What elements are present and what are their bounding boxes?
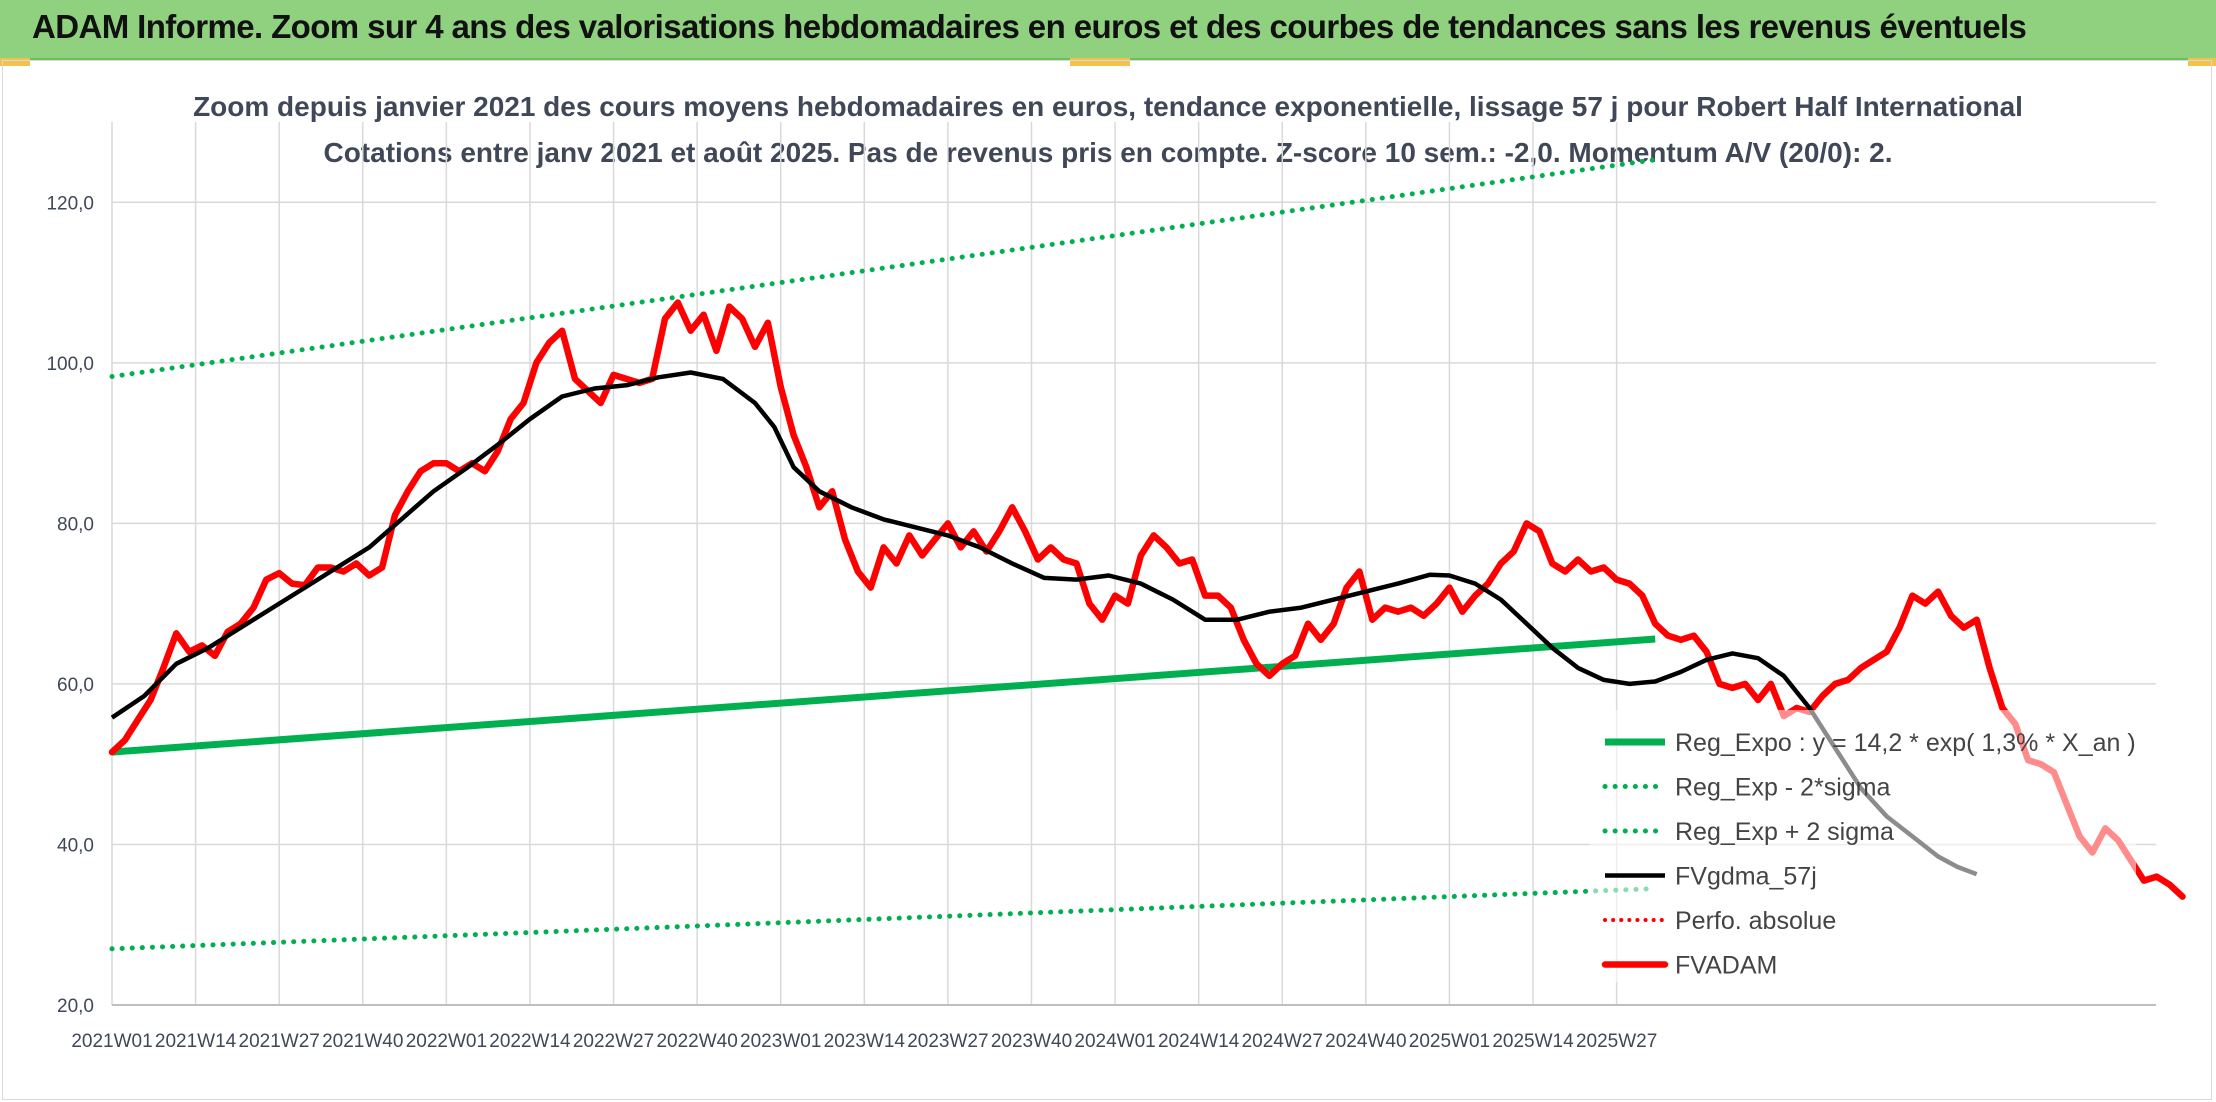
y-tick-label: 80,0 — [57, 514, 94, 535]
series-lines — [108, 157, 2186, 952]
x-tick-label: 2023W01 — [740, 1031, 821, 1052]
y-tick-label: 100,0 — [46, 354, 94, 375]
x-tick-label: 2025W01 — [1409, 1031, 1490, 1052]
legend-label: Reg_Exp - 2*sigma — [1675, 774, 1890, 802]
series-line-reg-exp-2-sigma — [109, 157, 1658, 379]
gridlines — [111, 122, 2156, 1006]
y-tick-label: 120,0 — [46, 193, 94, 214]
x-tick-label: 2023W40 — [991, 1031, 1072, 1052]
x-tick-label: 2024W14 — [1158, 1031, 1240, 1052]
x-tick-label: 2024W01 — [1074, 1031, 1155, 1052]
banner-corner-mark-center — [1070, 58, 1130, 66]
x-tick-label: 2025W27 — [1576, 1031, 1657, 1052]
legend-background — [1590, 710, 2136, 982]
x-tick-label: 2021W14 — [155, 1031, 237, 1052]
x-tick-label: 2025W14 — [1492, 1031, 1574, 1052]
chart-frame — [2, 60, 2212, 1100]
x-tick-label: 2022W14 — [489, 1031, 571, 1052]
legend-label: Reg_Expo : y = 14,2 * exp( 1,3% * X_an ) — [1675, 729, 2136, 757]
x-tick-label: 2022W27 — [573, 1031, 654, 1052]
x-tick-label: 2021W01 — [71, 1031, 152, 1052]
series-line-reg-expo-y-14-2-exp-1-3-x-an — [111, 635, 1656, 756]
x-tick-label: 2021W40 — [322, 1031, 403, 1052]
x-tick-label: 2022W40 — [656, 1031, 737, 1052]
x-tick-label: 2023W27 — [907, 1031, 988, 1052]
y-tick-label: 60,0 — [57, 675, 94, 696]
x-axis-ticks: 2021W01 2021W14 2021W27 2021W40 2022W01 2022W… — [71, 1031, 1657, 1052]
series-line-fvgdma-57j — [110, 370, 1978, 877]
legend-label: FVgdma_57j — [1675, 863, 1817, 891]
y-tick-label: 40,0 — [57, 835, 94, 856]
legend-label: FVADAM — [1675, 952, 1777, 980]
series-line-fvadam — [108, 299, 2186, 900]
legend-label: Perfo. absolue — [1675, 907, 1836, 935]
legend-label: Reg_Exp + 2 sigma — [1675, 818, 1894, 846]
chart-title-line-1: Zoom depuis janvier 2021 des cours moyen… — [193, 91, 2023, 122]
legend: Reg_Expo : y = 14,2 * exp( 1,3% * X_an )… — [1590, 710, 2136, 982]
title-banner: ADAM Informe. Zoom sur 4 ans des valoris… — [0, 0, 2216, 60]
chart-title-line-2: Cotations entre janv 2021 et août 2025. … — [323, 137, 1892, 168]
y-tick-label: 20,0 — [57, 996, 94, 1017]
x-tick-label: 2022W01 — [406, 1031, 487, 1052]
y-axis-ticks: 20,0 40,0 60,0 80,0 100,0 120,0 — [46, 193, 94, 1017]
banner-corner-mark-right — [2188, 58, 2216, 66]
x-tick-label: 2023W14 — [824, 1031, 906, 1052]
x-tick-label: 2024W40 — [1325, 1031, 1406, 1052]
x-tick-label: 2024W27 — [1242, 1031, 1323, 1052]
series-line-reg-exp-2-sigma — [109, 886, 1658, 952]
page-title: ADAM Informe. Zoom sur 4 ans des valoris… — [32, 8, 2027, 45]
banner-corner-mark-left — [0, 58, 30, 66]
x-tick-label: 2021W27 — [239, 1031, 320, 1052]
